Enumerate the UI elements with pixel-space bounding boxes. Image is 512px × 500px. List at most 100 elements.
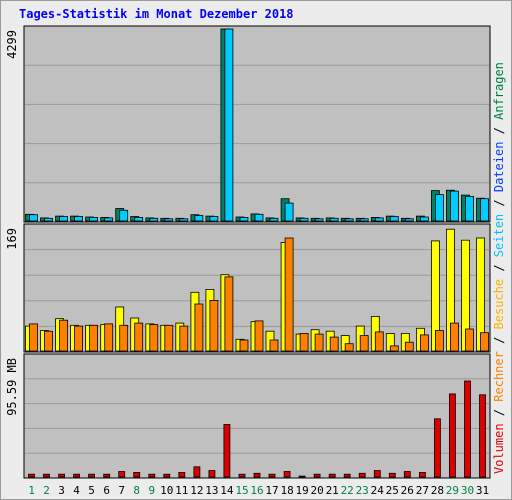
bar-volumen-day-4: [73, 473, 80, 478]
legend-separator: /: [492, 257, 506, 279]
bar-volumen-day-15: [238, 473, 246, 478]
day-label-19: 19: [295, 484, 308, 497]
bar-volumen-day-24: [373, 470, 381, 478]
bar-dateien-day-29: [449, 190, 459, 222]
day-label-1: 1: [28, 484, 35, 497]
bar-dateien-day-1: [29, 214, 38, 222]
bar-dateien-day-30: [465, 195, 474, 222]
day-label-6: 6: [103, 484, 110, 497]
day-label-28: 28: [431, 484, 444, 497]
bar-rechner-day-10: [164, 324, 174, 352]
bar-volumen-day-17: [268, 473, 276, 478]
day-label-5: 5: [88, 484, 95, 497]
day-label-31: 31: [476, 484, 489, 497]
day-label-16: 16: [250, 484, 263, 497]
bar-volumen-day-9: [148, 473, 156, 478]
legend-separator: /: [492, 120, 506, 142]
bar-volumen-day-19: [298, 475, 306, 478]
bar-dateien-day-15: [239, 216, 249, 222]
day-label-8: 8: [133, 484, 140, 497]
day-label-23: 23: [356, 484, 369, 497]
bar-volumen-day-18: [283, 471, 291, 478]
bar-volumen-day-29: [448, 393, 456, 478]
bar-rechner-day-12: [194, 303, 204, 352]
bar-rechner-day-17: [269, 339, 279, 352]
bar-dateien-day-12: [194, 215, 204, 222]
day-label-17: 17: [265, 484, 278, 497]
bar-dateien-day-19: [299, 217, 309, 222]
day-label-21: 21: [326, 484, 339, 497]
bar-rechner-day-8: [134, 322, 144, 352]
bar-volumen-day-1: [28, 473, 35, 478]
day-label-20: 20: [310, 484, 323, 497]
legend-separator: /: [492, 329, 506, 351]
bar-dateien-day-11: [179, 218, 189, 222]
bar-dateien-day-10: [164, 218, 174, 222]
day-label-2: 2: [43, 484, 50, 497]
bar-volumen-day-12: [193, 466, 201, 478]
day-label-3: 3: [58, 484, 65, 497]
bar-rechner-day-9: [149, 324, 159, 352]
bar-volumen-day-6: [103, 473, 111, 478]
bar-volumen-day-16: [253, 472, 261, 478]
legend-dateien: Dateien: [492, 142, 506, 193]
bar-rechner-day-25: [389, 345, 399, 352]
bar-dateien-day-28: [434, 194, 444, 222]
bar-rechner-day-3: [59, 319, 68, 352]
bar-dateien-day-21: [329, 217, 339, 222]
bar-rechner-day-22: [344, 343, 354, 352]
day-label-27: 27: [416, 484, 429, 497]
bar-volumen-day-3: [58, 473, 65, 478]
legend-seiten: Seiten: [492, 214, 506, 257]
bar-dateien-day-3: [59, 216, 68, 222]
bar-volumen-day-23: [358, 472, 366, 478]
panel-1-background: [23, 25, 491, 223]
bar-volumen-day-13: [208, 470, 216, 478]
panel-3-max-label: 95.59 MB: [5, 358, 19, 416]
bar-rechner-day-2: [44, 330, 53, 352]
day-label-10: 10: [160, 484, 173, 497]
bar-rechner-day-7: [119, 324, 129, 352]
bar-volumen-day-11: [178, 471, 186, 478]
bar-rechner-day-14: [224, 276, 234, 352]
bar-volumen-day-28: [433, 418, 441, 478]
day-label-15: 15: [235, 484, 248, 497]
bar-dateien-day-18: [284, 202, 294, 222]
bar-volumen-day-25: [388, 472, 396, 478]
legend-separator: /: [492, 192, 506, 214]
bar-rechner-day-16: [254, 320, 264, 352]
bar-dateien-day-13: [209, 216, 219, 222]
day-label-29: 29: [446, 484, 459, 497]
bar-rechner-day-11: [179, 325, 189, 352]
legend-volumen: Volumen: [492, 423, 506, 474]
day-label-22: 22: [341, 484, 354, 497]
bar-volumen-day-20: [313, 473, 321, 478]
bar-volumen-day-26: [403, 471, 411, 478]
bar-rechner-day-31: [480, 332, 489, 352]
bar-volumen-day-7: [118, 471, 126, 478]
bar-rechner-day-30: [465, 328, 474, 352]
bar-rechner-day-19: [299, 332, 309, 352]
bar-volumen-day-10: [163, 473, 171, 478]
legend-besuche: Besuche: [492, 279, 506, 330]
day-label-30: 30: [461, 484, 474, 497]
bar-dateien-day-26: [404, 218, 414, 222]
bar-dateien-day-31: [480, 198, 489, 222]
day-label-7: 7: [118, 484, 125, 497]
legend-separator: /: [492, 402, 506, 424]
bar-volumen-day-2: [43, 473, 50, 478]
day-label-24: 24: [371, 484, 385, 497]
bar-rechner-day-13: [209, 299, 219, 352]
day-label-13: 13: [205, 484, 218, 497]
bar-rechner-day-5: [89, 324, 98, 352]
bar-dateien-day-17: [269, 217, 279, 222]
bar-dateien-day-24: [374, 217, 384, 222]
bar-volumen-day-30: [464, 380, 471, 478]
bar-rechner-day-27: [419, 334, 429, 352]
day-label-4: 4: [73, 484, 80, 497]
bar-dateien-day-20: [314, 218, 324, 222]
bar-rechner-day-20: [314, 333, 324, 352]
bar-dateien-day-22: [344, 218, 354, 222]
bar-volumen-day-5: [88, 473, 95, 478]
